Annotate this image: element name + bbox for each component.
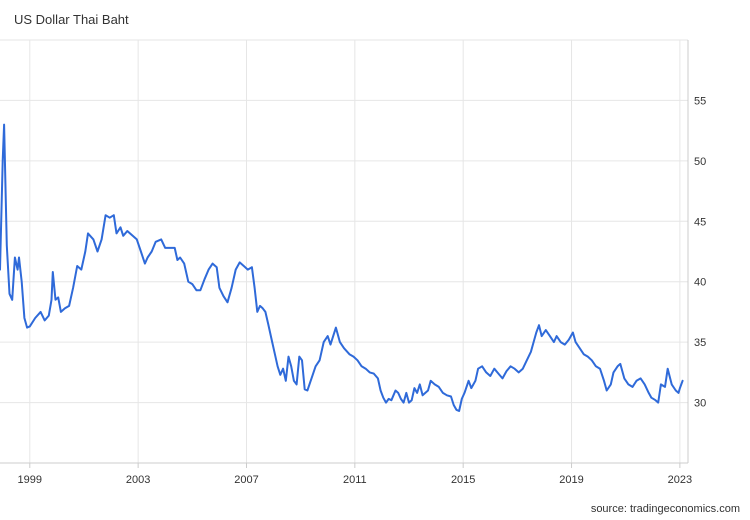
y-tick-label: 45 [694, 216, 706, 228]
y-tick-label: 50 [694, 156, 706, 168]
grid-layer [0, 39, 688, 463]
x-tick-label: 2015 [451, 474, 475, 486]
tick-label-layer: 30 35 40 45 50 55 1999 2003 2007 2011 2015 2019 2023 [18, 95, 707, 486]
x-tick-label: 2011 [343, 474, 367, 486]
axis-layer [0, 40, 689, 468]
source-credit: source: tradingeconomics.com [590, 503, 740, 515]
chart-title: US Dollar Thai Baht [14, 12, 129, 27]
y-tick-label: 30 [694, 398, 706, 410]
y-tick-label: 55 [694, 95, 706, 107]
x-tick-label: 2019 [559, 474, 583, 486]
x-tick-label: 2007 [234, 474, 258, 486]
series-layer [0, 123, 684, 412]
x-tick-label: 1999 [18, 474, 42, 486]
y-tick-label: 35 [694, 337, 706, 349]
series-line [0, 123, 684, 412]
x-tick-label: 2023 [668, 474, 692, 486]
y-tick-label: 40 [694, 277, 706, 289]
x-tick-label: 2003 [126, 474, 150, 486]
